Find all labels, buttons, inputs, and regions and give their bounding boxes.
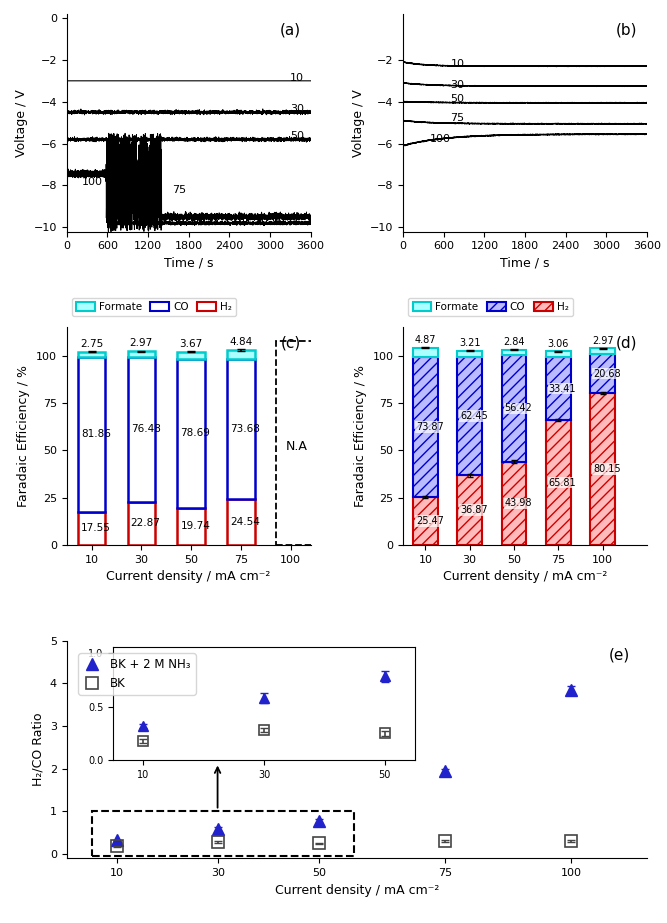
Text: 20.68: 20.68 <box>593 368 621 378</box>
Legend: Formate, CO, H₂: Formate, CO, H₂ <box>408 297 573 317</box>
Text: 76.48: 76.48 <box>131 425 161 435</box>
Text: 2.84: 2.84 <box>503 337 525 347</box>
Y-axis label: Voltage / V: Voltage / V <box>352 89 365 157</box>
BK + 2 M NH₃ <box>113 835 121 846</box>
Text: 3.06: 3.06 <box>548 339 569 349</box>
Bar <box>590 349 615 354</box>
Bar <box>458 357 482 475</box>
Text: 4.84: 4.84 <box>229 337 253 347</box>
Text: 2.97: 2.97 <box>129 339 153 349</box>
Bar <box>502 350 526 355</box>
BK + 2 M NH₃ <box>568 684 576 695</box>
Bar <box>227 359 255 498</box>
Text: 10: 10 <box>451 59 465 68</box>
BK <box>315 838 323 849</box>
Bar <box>127 502 155 545</box>
Legend: BK + 2 M NH₃, BK: BK + 2 M NH₃, BK <box>79 653 195 694</box>
Text: 50: 50 <box>290 131 304 141</box>
Text: 100: 100 <box>81 177 103 187</box>
Text: 75: 75 <box>171 185 186 195</box>
Text: 3.67: 3.67 <box>179 339 203 349</box>
Text: 4.87: 4.87 <box>415 335 436 345</box>
Bar <box>275 341 318 545</box>
Bar <box>590 393 615 545</box>
Line: BK + 2 M NH₃: BK + 2 M NH₃ <box>111 684 578 846</box>
Bar <box>227 498 255 545</box>
Text: (c): (c) <box>281 336 301 351</box>
X-axis label: Current density / mA cm⁻²: Current density / mA cm⁻² <box>275 883 439 896</box>
Bar <box>458 351 482 357</box>
Text: 33.41: 33.41 <box>549 384 576 394</box>
Text: 30: 30 <box>290 104 304 114</box>
Y-axis label: H₂/CO Ratio: H₂/CO Ratio <box>31 713 44 786</box>
Bar <box>177 359 205 508</box>
Text: 62.45: 62.45 <box>460 411 488 421</box>
Text: 100: 100 <box>430 134 452 144</box>
Bar <box>546 420 570 545</box>
Y-axis label: Voltage / V: Voltage / V <box>15 89 28 157</box>
Text: 24.54: 24.54 <box>230 517 260 527</box>
Text: 10: 10 <box>290 73 304 83</box>
Bar <box>127 352 155 357</box>
Bar <box>78 511 105 545</box>
Text: 17.55: 17.55 <box>81 523 111 533</box>
Text: 73.68: 73.68 <box>230 424 260 434</box>
Text: 43.98: 43.98 <box>504 498 532 509</box>
Text: (a): (a) <box>279 22 301 38</box>
Text: (d): (d) <box>616 336 637 351</box>
Text: 2.97: 2.97 <box>592 336 614 346</box>
Text: 22.87: 22.87 <box>131 519 161 528</box>
Y-axis label: Faradaic Efficiency / %: Faradaic Efficiency / % <box>17 366 31 507</box>
Bar <box>127 357 155 502</box>
Bar <box>590 354 615 393</box>
X-axis label: Time / s: Time / s <box>164 257 213 270</box>
Bar <box>413 348 438 357</box>
Legend: Formate, CO, H₂: Formate, CO, H₂ <box>72 297 236 317</box>
X-axis label: Current density / mA cm⁻²: Current density / mA cm⁻² <box>107 570 271 583</box>
Bar <box>502 355 526 462</box>
BK <box>568 836 576 847</box>
Text: 50: 50 <box>451 94 465 104</box>
Text: 19.74: 19.74 <box>180 521 210 532</box>
Bar <box>78 357 105 511</box>
Text: 56.42: 56.42 <box>504 403 532 414</box>
BK + 2 M NH₃ <box>441 765 449 776</box>
Text: 78.69: 78.69 <box>180 428 210 438</box>
Bar <box>177 508 205 545</box>
Text: 30: 30 <box>451 79 465 90</box>
Text: (b): (b) <box>616 22 637 38</box>
BK <box>441 836 449 847</box>
Bar <box>546 352 570 357</box>
Bar <box>227 350 255 359</box>
Text: 3.21: 3.21 <box>459 339 480 348</box>
X-axis label: Time / s: Time / s <box>500 257 550 270</box>
Text: 80.15: 80.15 <box>593 464 621 474</box>
Text: (e): (e) <box>608 647 630 663</box>
Bar <box>78 352 105 357</box>
Text: 73.87: 73.87 <box>416 422 444 432</box>
Text: 2.75: 2.75 <box>80 339 103 349</box>
Line: BK: BK <box>111 835 577 852</box>
Bar <box>413 357 438 497</box>
Text: N.A: N.A <box>286 440 307 453</box>
BK <box>214 836 222 847</box>
Bar <box>177 352 205 359</box>
BK + 2 M NH₃ <box>315 815 323 826</box>
Bar <box>502 462 526 545</box>
Text: 65.81: 65.81 <box>549 478 576 487</box>
BK <box>113 841 121 852</box>
Text: 36.87: 36.87 <box>460 505 488 515</box>
Y-axis label: Faradaic Efficiency / %: Faradaic Efficiency / % <box>354 366 367 507</box>
Bar <box>546 357 570 420</box>
Text: 25.47: 25.47 <box>416 516 444 526</box>
Text: 81.86: 81.86 <box>81 429 111 439</box>
Bar <box>413 497 438 545</box>
X-axis label: Current density / mA cm⁻²: Current density / mA cm⁻² <box>443 570 607 583</box>
Text: 75: 75 <box>451 114 465 123</box>
Bar <box>92 810 354 857</box>
BK + 2 M NH₃ <box>214 824 222 835</box>
Bar <box>458 475 482 545</box>
